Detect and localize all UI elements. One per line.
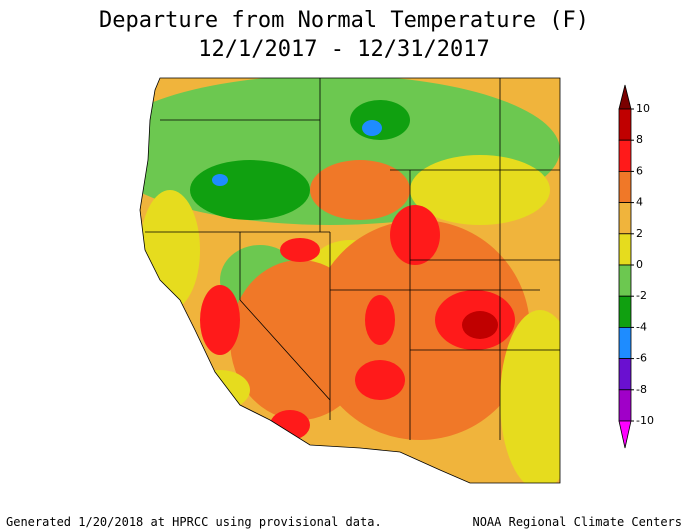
map-region: [190, 160, 310, 220]
footer-right: NOAA Regional Climate Centers: [472, 515, 682, 529]
colorbar-label: -6: [636, 352, 647, 365]
colorbar-label: 0: [636, 258, 643, 271]
colorbar: 10 8 6 4 2 0 -2 -4 -6 -8 -10: [618, 84, 654, 449]
colorbar-label: 8: [636, 133, 643, 146]
colorbar-label: -10: [636, 414, 654, 427]
map-region: [462, 311, 498, 339]
map-region: [350, 100, 410, 140]
colorbar-label: 6: [636, 164, 643, 177]
colorbar-band: [618, 389, 632, 422]
map-region: [280, 238, 320, 262]
map-region: [355, 360, 405, 400]
map: [140, 78, 560, 483]
colorbar-label: 4: [636, 196, 643, 209]
map-region: [200, 285, 240, 355]
colorbar-label: 10: [636, 102, 650, 115]
map-region: [410, 155, 550, 225]
colorbar-band: [618, 202, 632, 235]
map-region: [500, 310, 560, 483]
map-region: [140, 190, 200, 310]
map-region: [362, 120, 382, 136]
colorbar-label: -4: [636, 320, 647, 333]
colorbar-band: [618, 295, 632, 328]
map-region: [310, 160, 410, 220]
footer-left: Generated 1/20/2018 at HPRCC using provi…: [6, 515, 382, 529]
colorbar-top: [618, 84, 632, 110]
colorbar-band: [618, 326, 632, 359]
title: Departure from Normal Temperature (F): [99, 8, 589, 33]
subtitle: 12/1/2017 - 12/31/2017: [198, 37, 489, 62]
map-region: [230, 260, 370, 420]
coastline: [139, 77, 561, 484]
colorbar-band: [618, 358, 632, 391]
colorbar-label: -8: [636, 383, 647, 396]
colorbar-band: [618, 108, 632, 141]
map-region: [390, 205, 440, 265]
colorbar-bottom: [618, 420, 632, 449]
colorbar-band: [618, 139, 632, 172]
state-borders: [145, 78, 560, 440]
map-region: [190, 370, 250, 410]
map-region: [270, 410, 310, 440]
colorbar-label: 2: [636, 227, 643, 240]
map-region: [212, 174, 228, 186]
colorbar-band: [618, 264, 632, 297]
map-region: [365, 295, 395, 345]
colorbar-band: [618, 233, 632, 266]
colorbar-band: [618, 170, 632, 203]
colorbar-label: -2: [636, 289, 647, 302]
